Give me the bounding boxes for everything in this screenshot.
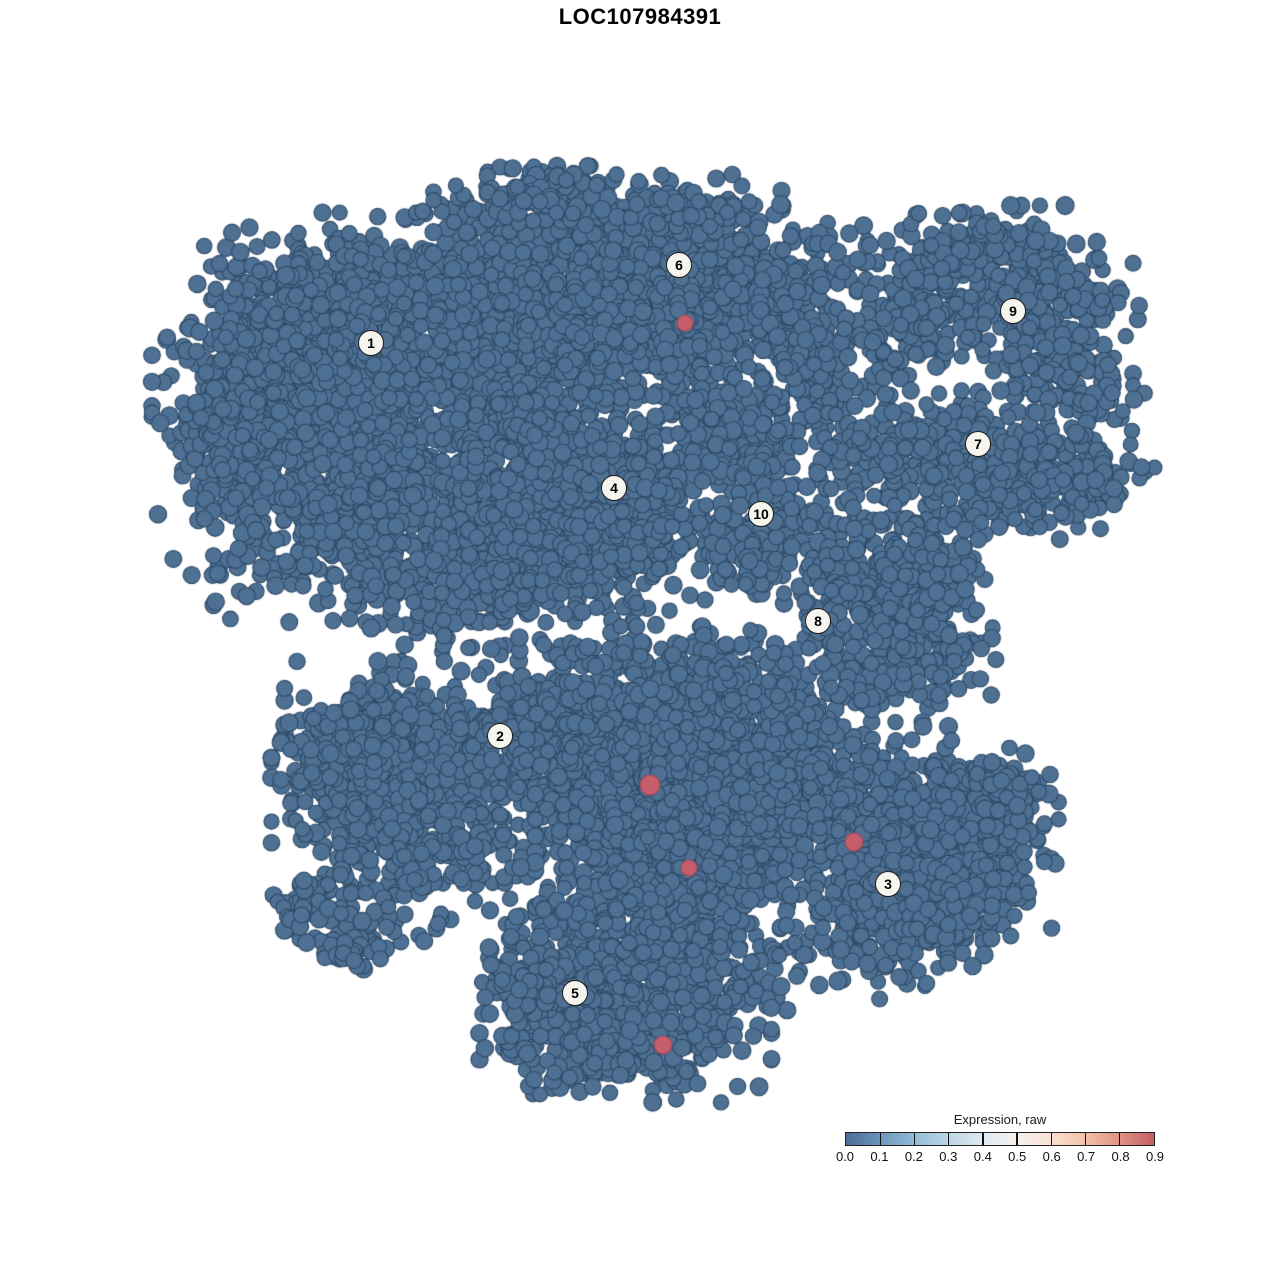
legend-tick-mark <box>982 1133 984 1145</box>
cluster-label-3: 3 <box>875 871 901 897</box>
cluster-label-1: 1 <box>358 330 384 356</box>
legend-tick-mark <box>1084 1133 1087 1145</box>
legend-tick-label: 0.6 <box>1042 1149 1061 1164</box>
legend-tick-label: 0.9 <box>1145 1149 1165 1164</box>
expression-legend: Expression, raw 0.0 0.1 0.2 0.3 0.4 0.5 0.6 0.7… <box>836 1112 1164 1165</box>
cluster-label-10: 10 <box>748 501 774 527</box>
cluster-label-7: 7 <box>965 431 991 457</box>
legend-tick-label: 0.5 <box>1008 1149 1027 1164</box>
legend-tick-label: 0.2 <box>904 1149 923 1164</box>
cluster-label-4: 4 <box>601 475 627 501</box>
legend-tick-mark <box>947 1133 950 1145</box>
cluster-label-6: 6 <box>666 252 692 278</box>
legend-tick-label: 0.0 <box>835 1149 855 1164</box>
legend-colorbar <box>845 1132 1155 1146</box>
legend-tick-mark <box>879 1133 881 1145</box>
cluster-label-8: 8 <box>805 608 831 634</box>
legend-tick-label: 0.4 <box>973 1149 992 1164</box>
legend-tick-mark <box>1016 1133 1018 1145</box>
legend-tick-labels: 0.0 0.1 0.2 0.3 0.4 0.5 0.6 0.7 0.8 0.9 <box>836 1149 1164 1165</box>
legend-title: Expression, raw <box>953 1112 1047 1127</box>
legend-tick-mark <box>913 1133 916 1145</box>
cluster-label-2: 2 <box>487 723 513 749</box>
legend-tick-label: 0.3 <box>939 1149 958 1164</box>
legend-tick-mark <box>1119 1133 1121 1145</box>
legend-tick-label: 0.7 <box>1077 1149 1096 1164</box>
legend-tick-label: 0.8 <box>1111 1149 1130 1164</box>
cluster-label-9: 9 <box>1000 298 1026 324</box>
cluster-label-5: 5 <box>562 980 588 1006</box>
legend-tick-label: 0.1 <box>870 1149 889 1164</box>
legend-tick-mark <box>1050 1133 1053 1145</box>
